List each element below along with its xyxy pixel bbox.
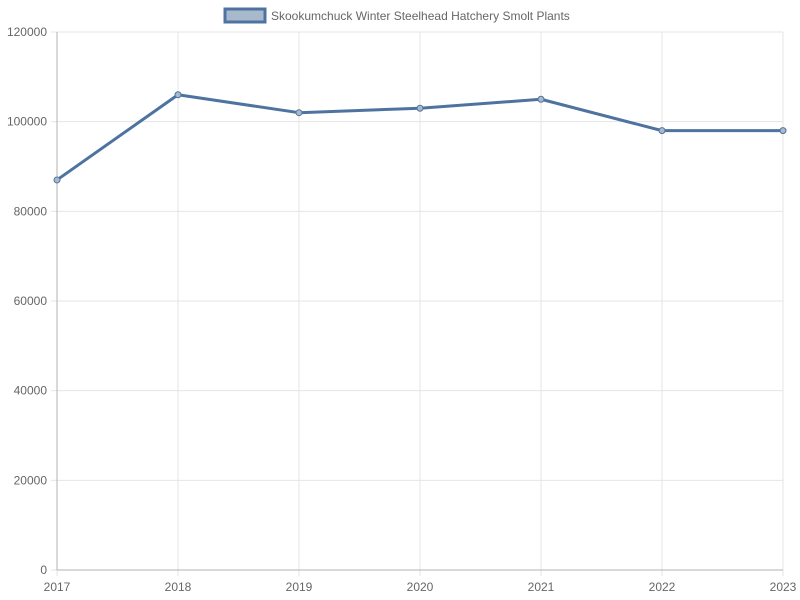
y-tick-label: 0 — [40, 563, 47, 577]
data-point[interactable] — [53, 176, 61, 184]
x-tick-label: 2022 — [649, 580, 676, 594]
x-tick-label: 2017 — [44, 580, 71, 594]
y-tick-label: 20000 — [14, 473, 48, 487]
y-tick-label: 80000 — [14, 204, 48, 218]
x-tick-label: 2018 — [165, 580, 192, 594]
x-tick-label: 2020 — [407, 580, 434, 594]
y-tick-label: 100000 — [7, 115, 47, 129]
data-point[interactable] — [295, 109, 303, 117]
grid — [57, 31, 784, 570]
x-tick-label: 2023 — [770, 580, 797, 594]
data-point[interactable] — [174, 91, 182, 99]
series-group — [53, 91, 787, 184]
data-point[interactable] — [779, 127, 787, 135]
data-point[interactable] — [416, 104, 424, 112]
data-point[interactable] — [658, 127, 666, 135]
y-tick-label: 40000 — [14, 384, 48, 398]
y-tick-label: 120000 — [7, 25, 47, 39]
x-tick-label: 2019 — [286, 580, 313, 594]
x-axis-tick-labels: 2017 2018 2019 2020 2021 2022 2023 — [44, 580, 797, 594]
y-tick-label: 60000 — [14, 294, 48, 308]
legend-swatch — [223, 7, 267, 24]
legend-label: Skookumchuck Winter Steelhead Hatchery S… — [271, 9, 570, 23]
data-point[interactable] — [537, 95, 545, 103]
axes — [51, 31, 784, 576]
legend[interactable]: Skookumchuck Winter Steelhead Hatchery S… — [223, 7, 570, 24]
y-axis-tick-labels: 0 20000 40000 60000 80000 100000 120000 — [7, 25, 47, 577]
x-tick-label: 2021 — [528, 580, 555, 594]
